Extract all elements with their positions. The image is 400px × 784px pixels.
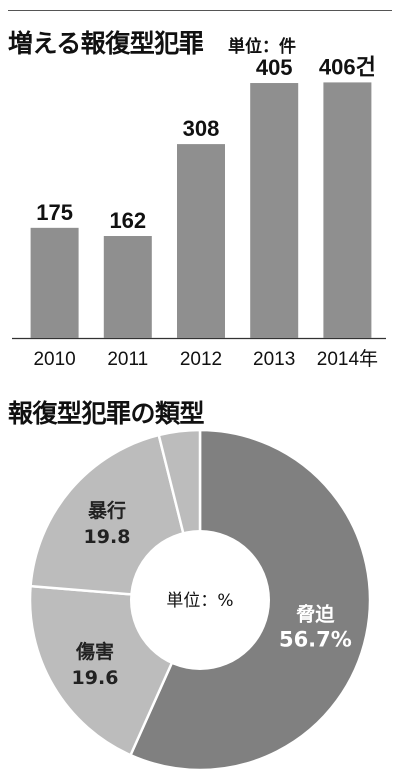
donut-slice-value: 19.6 [72,667,119,689]
x-tick-label: 2010 [33,349,75,370]
bar-chart: 175 2010 162 2011 308 2012 405 2013 406건 2014年 [12,54,386,370]
bar-value-label: 308 [183,116,220,141]
pie-chart-title: 報復型犯罪の類型 [8,399,205,428]
donut-center-label: 単位：% [166,591,233,611]
bar-2013 [250,83,299,338]
donut-slice-label: 脅迫 [295,603,334,626]
donut-slice-label: 傷害 [75,640,114,663]
donut-slice-value: 56.7% [279,628,352,652]
x-tick-label: 2011 [107,349,148,370]
top-divider [8,10,392,11]
bar-2012 [177,144,225,338]
x-tick-label: 2012 [180,349,222,370]
bar-2011 [103,236,152,338]
x-tick-label: 2013 [253,349,295,370]
bar-chart-title: 増える報復型犯罪 [8,29,204,58]
bar-chart-unit: 単位：件 [228,37,296,57]
donut-hole [130,530,270,670]
bar-value-label: 162 [109,208,146,233]
x-tick-label: 2014年 [317,348,378,370]
donut-slice-value: 19.8 [84,526,131,548]
bar-value-label: 406건 [319,54,376,79]
bar-2010 [30,227,79,338]
bar-value-label: 405 [256,55,293,80]
donut-slice-label: 暴行 [88,499,126,522]
bar-value-label: 175 [36,200,73,225]
bar-2014年 [323,82,372,339]
